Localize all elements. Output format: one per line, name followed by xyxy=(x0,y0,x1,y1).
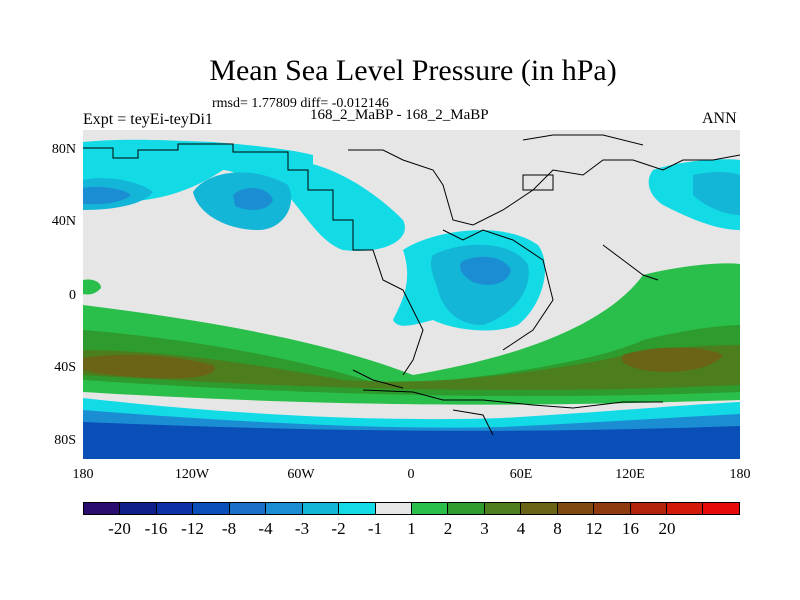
y-label-0: 0 xyxy=(69,288,76,303)
season-label: ANN xyxy=(702,110,737,127)
colorbar-label: 16 xyxy=(622,519,639,538)
colorbar-label: -1 xyxy=(367,519,383,538)
x-label-180w: 180 xyxy=(72,467,94,482)
colorbar-swatch xyxy=(156,503,194,514)
colorbar-swatch xyxy=(375,503,412,514)
north-polar-cyan xyxy=(83,139,313,165)
colorbar-swatch xyxy=(521,503,558,514)
colorbar-label: 20 xyxy=(658,519,676,538)
plot-title: Mean Sea Level Pressure (in hPa) xyxy=(209,54,617,87)
south-high-right xyxy=(621,347,723,372)
colorbar-label: 2 xyxy=(443,519,453,538)
y-label-40n: 40N xyxy=(51,214,76,229)
north-low-right-core xyxy=(693,171,740,215)
y-label-40s: 40S xyxy=(54,360,76,375)
colorbar-swatch xyxy=(339,503,376,514)
colorbar-swatch xyxy=(266,503,303,514)
colorbar-label: 1 xyxy=(407,519,416,538)
colorbar-label: 12 xyxy=(585,519,603,538)
x-label-0: 0 xyxy=(407,467,415,482)
x-label-60e: 60E xyxy=(509,467,533,482)
x-label-120e: 120E xyxy=(615,467,645,482)
colorbar-label: -2 xyxy=(331,519,346,538)
antarctic-band3 xyxy=(83,422,740,459)
colorbar-swatch xyxy=(703,503,739,514)
colorbar-swatch xyxy=(229,503,267,514)
colorbar-label: -12 xyxy=(181,519,204,538)
case-names: 168_2_MaBP - 168_2_MaBP xyxy=(310,107,489,123)
colorbar-swatch xyxy=(484,503,522,514)
x-label-60w: 60W xyxy=(287,467,315,482)
y-label-80n: 80N xyxy=(51,142,76,157)
experiment-label: Expt = teyEi-teyDi1 xyxy=(83,111,213,128)
y-label-80s: 80S xyxy=(54,433,76,448)
colorbar-swatch xyxy=(120,503,157,514)
colorbar-label: 8 xyxy=(553,519,562,538)
colorbar-swatch xyxy=(411,503,449,514)
nw-atlantic-green xyxy=(83,279,101,295)
contour-map xyxy=(83,130,740,459)
colorbar-label: 4 xyxy=(516,519,526,538)
colorbar-swatch xyxy=(193,503,230,514)
north-pacific-low-band xyxy=(83,150,405,251)
aleutian-low-core xyxy=(233,188,273,210)
colorbar-label: -16 xyxy=(144,519,168,538)
south-pos-band3 xyxy=(83,345,740,390)
colorbar-swatch xyxy=(448,503,485,514)
map-panel xyxy=(83,130,740,459)
colorbar-swatch xyxy=(630,503,667,514)
colorbar-label: -3 xyxy=(294,519,310,538)
x-label-120w: 120W xyxy=(174,467,210,482)
africa-low-core xyxy=(460,256,511,285)
coastlines xyxy=(83,134,740,436)
north-low-left-core xyxy=(83,186,131,205)
colorbar-swatch xyxy=(557,503,595,514)
colorbar-label: -8 xyxy=(221,519,237,538)
colorbar-label: 3 xyxy=(480,519,489,538)
colorbar-swatch xyxy=(84,503,121,514)
colorbar-swatch xyxy=(667,503,704,514)
south-high-left xyxy=(83,354,215,379)
colorbar-label: -4 xyxy=(258,519,273,538)
colorbar-label: -20 xyxy=(108,519,131,538)
colorbar xyxy=(83,502,740,515)
x-label-180e: 180 xyxy=(729,467,751,482)
stats-text: rmsd= 1.77809 diff= -0.012146 xyxy=(212,96,389,111)
colorbar-swatch xyxy=(594,503,631,514)
colorbar-swatch xyxy=(302,503,340,514)
